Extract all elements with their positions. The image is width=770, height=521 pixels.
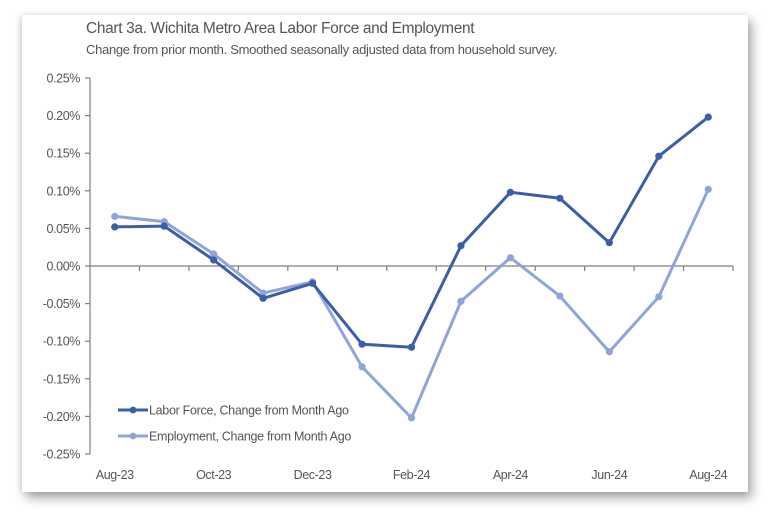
x-tick-label: Aug-23 (96, 468, 134, 482)
x-tick-label: Dec-23 (294, 468, 332, 482)
y-axis: 0.25% 0.20% 0.15% 0.10% 0.05% 0.00% -0.05% -0.1… (43, 72, 91, 462)
x-tick-label: Apr-24 (493, 468, 529, 482)
data-point[interactable] (210, 250, 218, 258)
data-point[interactable] (111, 223, 119, 231)
x-axis: Aug-23 Oct-23 Dec-23 Feb-24 Apr-24 Jun-24 Aug-… (90, 265, 734, 482)
data-point[interactable] (457, 242, 465, 250)
data-point[interactable] (308, 279, 317, 287)
data-point[interactable] (655, 293, 663, 301)
series-labor-force (111, 113, 712, 351)
x-tick-label: Aug-24 (689, 468, 727, 482)
data-point[interactable] (259, 294, 267, 302)
series-employment (111, 185, 712, 422)
data-point[interactable] (358, 340, 366, 348)
y-tick-label: -0.20% (43, 410, 80, 424)
data-point[interactable] (605, 239, 613, 247)
legend-label: Labor Force, Change from Month Ago (149, 404, 349, 418)
x-tick-label: Feb-24 (393, 468, 431, 482)
data-point[interactable] (259, 289, 267, 297)
series-layer (111, 113, 712, 422)
data-point[interactable] (655, 152, 663, 160)
data-point[interactable] (111, 212, 119, 220)
data-point[interactable] (210, 256, 218, 264)
y-tick-label: -0.10% (43, 335, 80, 349)
chart-title: Chart 3a. Wichita Metro Area Labor Force… (86, 20, 475, 37)
y-tick-label: 0.25% (47, 72, 81, 86)
chart-panel (22, 15, 748, 492)
data-point[interactable] (506, 188, 515, 196)
legend-label: Employment, Change from Month Ago (149, 430, 351, 444)
legend-swatch-marker (129, 406, 137, 414)
data-point[interactable] (407, 343, 416, 351)
y-tick-label: -0.05% (43, 297, 80, 311)
chart-subtitle: Change from prior month. Smoothed season… (86, 42, 558, 57)
data-point[interactable] (457, 297, 465, 305)
y-tick-label: -0.15% (43, 372, 80, 386)
y-tick-label: -0.25% (43, 448, 80, 462)
legend-swatch-marker (129, 432, 137, 440)
y-tick-label: 0.15% (47, 147, 81, 161)
y-tick-label: 0.00% (47, 260, 81, 274)
data-point[interactable] (704, 113, 712, 121)
series-line (113, 115, 710, 349)
legend-item: Labor Force, Change from Month Ago (118, 404, 349, 418)
x-tick-label: Jun-24 (591, 468, 627, 482)
data-point[interactable] (556, 292, 564, 300)
data-point[interactable] (506, 254, 515, 262)
y-tick-label: 0.05% (47, 222, 81, 236)
data-point[interactable] (407, 414, 416, 422)
data-point[interactable] (704, 185, 712, 193)
y-tick-label: 0.10% (47, 184, 81, 198)
legend-item: Employment, Change from Month Ago (118, 430, 352, 444)
data-point[interactable] (160, 222, 168, 230)
legend: Labor Force, Change from Month Ago Employ… (118, 404, 352, 444)
data-point[interactable] (605, 348, 613, 356)
data-point[interactable] (556, 194, 564, 202)
y-tick-label: 0.20% (47, 109, 81, 123)
data-point[interactable] (358, 363, 366, 371)
x-tick-label: Oct-23 (196, 468, 232, 482)
